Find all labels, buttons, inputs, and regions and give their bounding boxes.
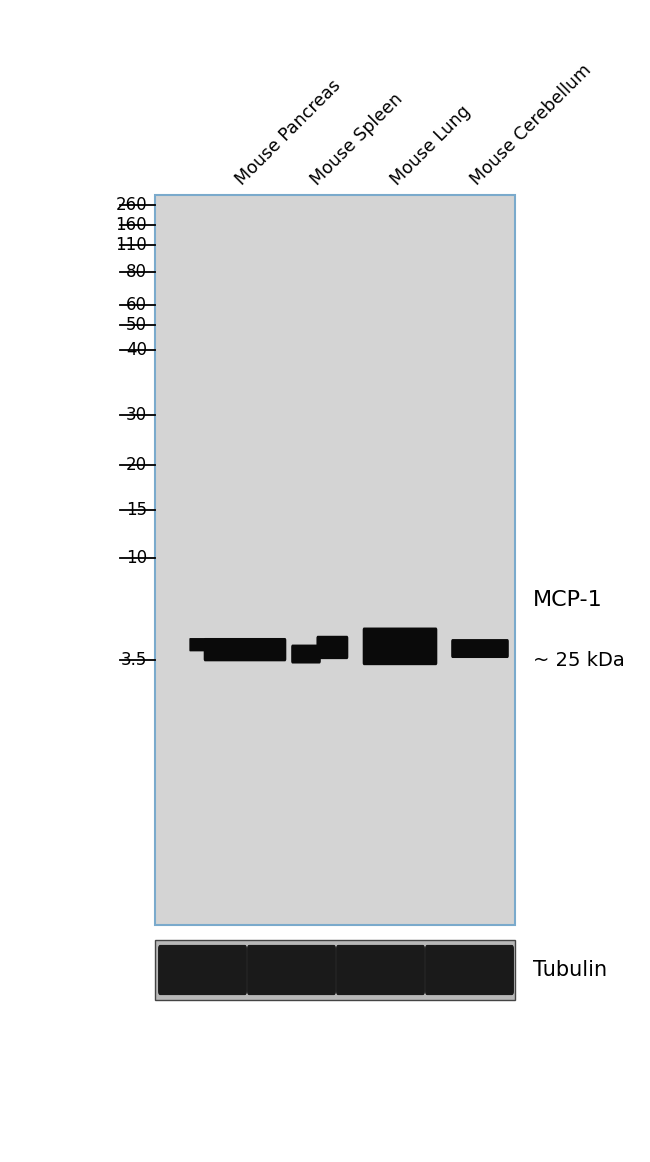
Text: 10: 10	[126, 548, 147, 567]
FancyBboxPatch shape	[336, 945, 425, 995]
FancyBboxPatch shape	[451, 639, 509, 658]
FancyBboxPatch shape	[158, 945, 247, 995]
Text: Tubulin: Tubulin	[533, 960, 607, 980]
Text: Mouse Pancreas: Mouse Pancreas	[232, 77, 344, 189]
FancyBboxPatch shape	[247, 945, 336, 995]
FancyBboxPatch shape	[317, 636, 348, 659]
FancyBboxPatch shape	[189, 638, 209, 652]
FancyBboxPatch shape	[425, 945, 514, 995]
Text: ~ 25 kDa: ~ 25 kDa	[533, 651, 625, 669]
Text: Mouse Spleen: Mouse Spleen	[307, 91, 406, 189]
FancyBboxPatch shape	[363, 627, 437, 665]
FancyBboxPatch shape	[291, 645, 321, 664]
Text: 40: 40	[126, 340, 147, 359]
Text: 110: 110	[115, 236, 147, 254]
Text: 50: 50	[126, 316, 147, 333]
Text: 80: 80	[126, 263, 147, 281]
Text: 60: 60	[126, 296, 147, 314]
Text: Mouse Cerebellum: Mouse Cerebellum	[467, 62, 595, 189]
Text: 260: 260	[116, 196, 147, 214]
Text: 160: 160	[116, 216, 147, 234]
FancyBboxPatch shape	[203, 638, 286, 661]
Text: 3.5: 3.5	[121, 651, 147, 669]
Bar	[155, 940, 515, 1000]
Text: 30: 30	[126, 406, 147, 424]
Text: MCP-1: MCP-1	[533, 590, 603, 610]
Text: 15: 15	[126, 501, 147, 519]
Text: Mouse Lung: Mouse Lung	[387, 102, 474, 189]
Bar	[155, 195, 515, 925]
Text: 20: 20	[126, 456, 147, 474]
